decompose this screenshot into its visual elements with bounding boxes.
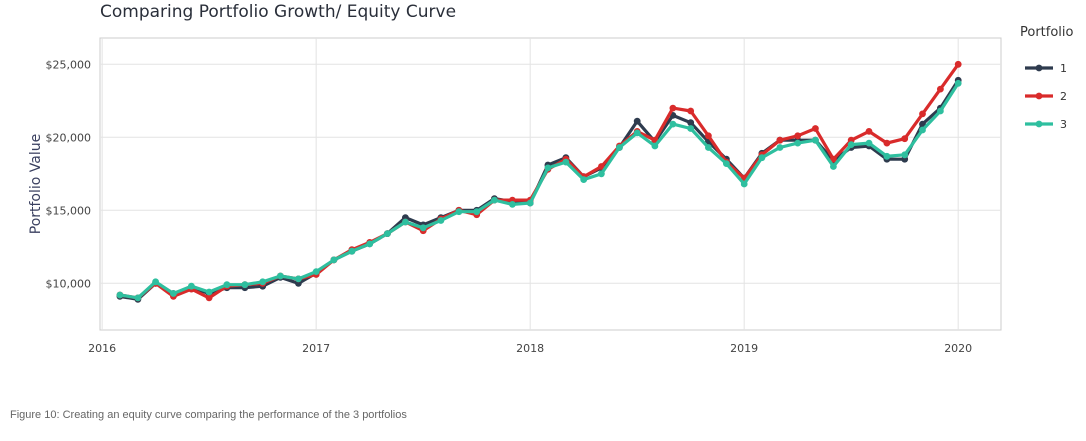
chart-title: Comparing Portfolio Growth/ Equity Curve	[100, 2, 456, 22]
x-tick-label: 2019	[730, 342, 758, 355]
data-point	[740, 180, 748, 188]
data-point	[277, 272, 284, 280]
data-point	[259, 278, 267, 286]
data-point	[205, 288, 213, 296]
data-point	[865, 127, 873, 135]
data-point	[205, 294, 213, 302]
legend-label: 2	[1060, 90, 1067, 103]
data-point	[152, 278, 160, 286]
data-point	[758, 154, 766, 162]
data-point	[687, 107, 695, 115]
data-point	[562, 158, 570, 166]
data-point	[134, 294, 142, 302]
data-point	[598, 170, 605, 178]
data-point	[633, 129, 641, 137]
data-point	[830, 155, 837, 163]
data-point	[491, 196, 498, 204]
data-point	[830, 163, 837, 170]
legend-title: Portfolio	[1020, 25, 1074, 40]
legend: 1 2 3	[1025, 62, 1067, 131]
y-tick-label: $15,000	[46, 204, 92, 217]
data-point	[116, 291, 124, 299]
legend-label: 1	[1060, 62, 1067, 75]
data-point	[633, 117, 641, 125]
data-point	[669, 120, 677, 128]
data-point	[687, 119, 695, 127]
data-point	[598, 163, 605, 170]
data-point	[580, 176, 588, 184]
x-tick-label: 2018	[516, 342, 544, 355]
data-point	[544, 164, 552, 172]
figure-caption: Figure 10: Creating an equity curve comp…	[10, 409, 407, 421]
legend-marker	[1035, 92, 1043, 100]
data-point	[402, 218, 409, 226]
y-tick-label: $10,000	[46, 277, 92, 290]
data-point	[241, 281, 249, 289]
data-point	[455, 208, 463, 216]
data-point	[937, 85, 944, 93]
data-point	[526, 199, 534, 207]
data-point	[188, 282, 195, 290]
equity-curve-chart: Comparing Portfolio Growth/ Equity Curve…	[28, 2, 1074, 355]
data-point	[419, 224, 427, 232]
data-point	[330, 256, 338, 264]
data-point	[651, 142, 659, 150]
x-tick-label: 2020	[944, 342, 972, 355]
y-axis-label: Portfolio Value	[28, 134, 44, 235]
data-point	[437, 217, 445, 224]
data-point	[954, 79, 962, 87]
data-point	[812, 136, 819, 144]
data-point	[919, 110, 926, 118]
legend-label: 3	[1060, 118, 1067, 131]
data-point	[384, 230, 391, 238]
data-point	[473, 208, 481, 216]
legend-marker	[1035, 64, 1043, 72]
data-point	[723, 160, 730, 168]
series-lines	[116, 60, 962, 303]
x-tick-label: 2017	[302, 342, 330, 355]
data-point	[919, 126, 926, 134]
data-point	[687, 125, 695, 132]
data-point	[669, 104, 677, 112]
x-tick-label: 2016	[88, 342, 116, 355]
data-point	[847, 141, 855, 149]
data-point	[901, 151, 909, 159]
data-point	[223, 281, 231, 289]
y-tick-label: $20,000	[46, 131, 92, 144]
y-tick-label: $25,000	[46, 58, 92, 71]
data-point	[170, 290, 177, 297]
legend-marker	[1035, 120, 1043, 128]
data-point	[937, 107, 944, 115]
data-point	[901, 135, 909, 143]
data-point	[509, 201, 516, 208]
data-point	[312, 268, 320, 275]
data-point	[776, 144, 784, 151]
data-point	[954, 60, 962, 68]
data-point	[366, 240, 374, 248]
data-point	[883, 139, 891, 147]
data-point	[295, 275, 302, 283]
plot-area	[99, 37, 1002, 331]
data-point	[705, 144, 712, 151]
data-point	[794, 132, 802, 140]
data-point	[616, 144, 623, 151]
data-point	[883, 152, 891, 160]
data-point	[865, 139, 873, 147]
data-point	[776, 136, 784, 144]
data-point	[812, 125, 819, 132]
axis-ticks: 2016 2017 2018 2019 2020 $10,000 $15,000 $20,00…	[46, 58, 973, 355]
data-point	[919, 120, 926, 128]
series-3	[116, 79, 962, 302]
data-point	[794, 139, 802, 147]
data-point	[348, 247, 356, 255]
data-point	[705, 132, 712, 140]
grid-lines	[100, 38, 1001, 330]
